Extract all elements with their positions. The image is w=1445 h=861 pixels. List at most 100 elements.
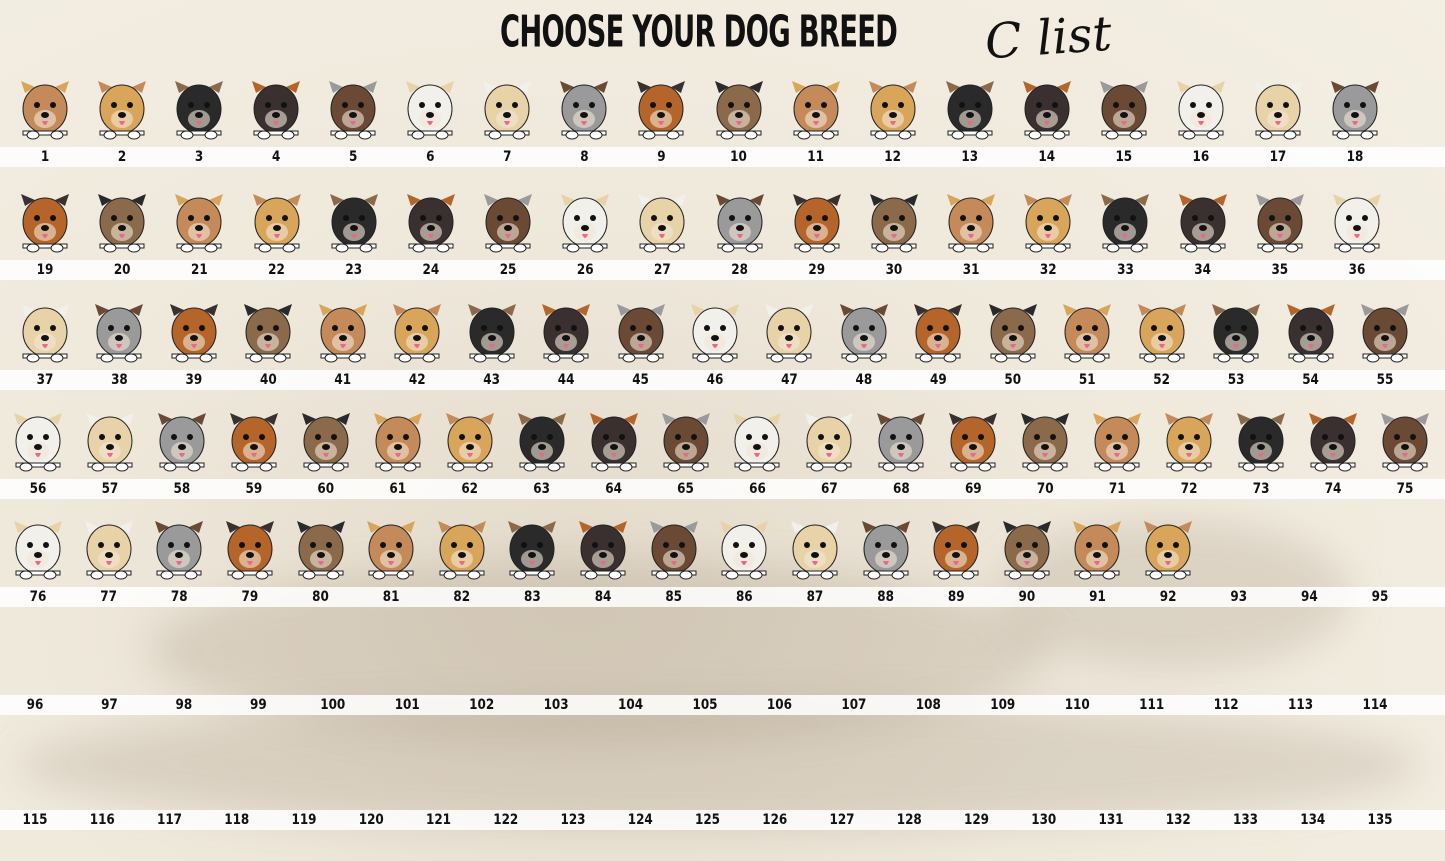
dog-breed-19[interactable]	[15, 186, 75, 256]
dog-breed-81[interactable]	[361, 513, 421, 583]
dog-breed-16[interactable]	[1171, 73, 1231, 143]
dog-breed-65[interactable]	[656, 405, 716, 475]
dog-breed-32[interactable]	[1018, 186, 1078, 256]
breed-number-label: 31	[962, 260, 980, 278]
dog-breed-68[interactable]	[871, 405, 931, 475]
breed-number-label: 114	[1362, 695, 1388, 713]
breed-number-label: 81	[382, 587, 400, 605]
dog-breed-55[interactable]	[1355, 296, 1415, 366]
breed-number-label: 20	[113, 260, 131, 278]
dog-breed-53[interactable]	[1206, 296, 1266, 366]
dog-breed-46[interactable]	[685, 296, 745, 366]
dog-breed-57[interactable]	[80, 405, 140, 475]
dog-breed-15[interactable]	[1094, 73, 1154, 143]
dog-breed-74[interactable]	[1303, 405, 1363, 475]
dog-breed-9[interactable]	[631, 73, 691, 143]
dog-breed-92[interactable]	[1138, 513, 1198, 583]
dog-breed-17[interactable]	[1248, 73, 1308, 143]
dog-breed-84[interactable]	[573, 513, 633, 583]
dog-breed-56[interactable]	[8, 405, 68, 475]
dog-breed-6[interactable]	[400, 73, 460, 143]
dog-breed-76[interactable]	[8, 513, 68, 583]
dog-breed-91[interactable]	[1067, 513, 1127, 583]
dog-breed-52[interactable]	[1132, 296, 1192, 366]
dog-breed-14[interactable]	[1017, 73, 1077, 143]
dog-breed-87[interactable]	[785, 513, 845, 583]
dog-breed-79[interactable]	[220, 513, 280, 583]
dog-breed-54[interactable]	[1281, 296, 1341, 366]
dog-breed-37[interactable]	[15, 296, 75, 366]
dog-breed-86[interactable]	[714, 513, 774, 583]
dog-breed-83[interactable]	[502, 513, 562, 583]
dog-breed-21[interactable]	[169, 186, 229, 256]
dog-breed-43[interactable]	[462, 296, 522, 366]
dog-breed-71[interactable]	[1087, 405, 1147, 475]
dog-breed-63[interactable]	[512, 405, 572, 475]
dog-breed-72[interactable]	[1159, 405, 1219, 475]
dog-breed-73[interactable]	[1231, 405, 1291, 475]
dog-breed-18[interactable]	[1325, 73, 1385, 143]
dog-breed-35[interactable]	[1250, 186, 1310, 256]
dog-breed-2[interactable]	[92, 73, 152, 143]
dog-breed-62[interactable]	[440, 405, 500, 475]
dog-breed-7[interactable]	[477, 73, 537, 143]
dog-breed-47[interactable]	[759, 296, 819, 366]
breed-number-label: 77	[100, 587, 117, 605]
dog-breed-69[interactable]	[943, 405, 1003, 475]
dog-breed-67[interactable]	[799, 405, 859, 475]
dog-breed-23[interactable]	[324, 186, 384, 256]
dog-breed-38[interactable]	[89, 296, 149, 366]
dog-breed-27[interactable]	[632, 186, 692, 256]
dog-breed-39[interactable]	[164, 296, 224, 366]
dog-breed-10[interactable]	[709, 73, 769, 143]
dog-breed-50[interactable]	[983, 296, 1043, 366]
dog-breed-29[interactable]	[787, 186, 847, 256]
dog-breed-85[interactable]	[644, 513, 704, 583]
dog-breed-40[interactable]	[238, 296, 298, 366]
dog-breed-66[interactable]	[727, 405, 787, 475]
dog-breed-41[interactable]	[313, 296, 373, 366]
dog-breed-26[interactable]	[555, 186, 615, 256]
dog-breed-24[interactable]	[401, 186, 461, 256]
dog-breed-31[interactable]	[941, 186, 1001, 256]
dog-breed-64[interactable]	[584, 405, 644, 475]
dog-breed-60[interactable]	[296, 405, 356, 475]
dog-breed-25[interactable]	[478, 186, 538, 256]
dog-breed-51[interactable]	[1057, 296, 1117, 366]
dog-breed-45[interactable]	[611, 296, 671, 366]
dog-breed-36[interactable]	[1327, 186, 1387, 256]
breed-number-label: 50	[1004, 370, 1022, 388]
dog-breed-58[interactable]	[152, 405, 212, 475]
dog-breed-11[interactable]	[786, 73, 846, 143]
dog-breed-28[interactable]	[710, 186, 770, 256]
dog-breed-78[interactable]	[149, 513, 209, 583]
dog-breed-42[interactable]	[387, 296, 447, 366]
dog-breed-20[interactable]	[92, 186, 152, 256]
dog-breed-22[interactable]	[247, 186, 307, 256]
dog-breed-88[interactable]	[856, 513, 916, 583]
dog-breed-80[interactable]	[291, 513, 351, 583]
dog-breed-1[interactable]	[15, 73, 75, 143]
dog-breed-33[interactable]	[1095, 186, 1155, 256]
dog-breed-13[interactable]	[940, 73, 1000, 143]
dog-breed-30[interactable]	[864, 186, 924, 256]
dog-breed-70[interactable]	[1015, 405, 1075, 475]
dog-breed-61[interactable]	[368, 405, 428, 475]
dog-breed-44[interactable]	[536, 296, 596, 366]
dog-breed-12[interactable]	[863, 73, 923, 143]
dog-breed-90[interactable]	[997, 513, 1057, 583]
dog-breed-77[interactable]	[79, 513, 139, 583]
dog-breed-34[interactable]	[1173, 186, 1233, 256]
dog-breed-59[interactable]	[224, 405, 284, 475]
dog-breed-8[interactable]	[554, 73, 614, 143]
dog-breed-75[interactable]	[1375, 405, 1435, 475]
dog-icon	[21, 194, 69, 253]
dog-breed-4[interactable]	[246, 73, 306, 143]
dog-breed-48[interactable]	[834, 296, 894, 366]
dog-breed-82[interactable]	[432, 513, 492, 583]
dog-breed-49[interactable]	[908, 296, 968, 366]
dog-breed-3[interactable]	[169, 73, 229, 143]
breed-number-label: 10	[730, 147, 747, 165]
dog-breed-5[interactable]	[323, 73, 383, 143]
dog-breed-89[interactable]	[926, 513, 986, 583]
